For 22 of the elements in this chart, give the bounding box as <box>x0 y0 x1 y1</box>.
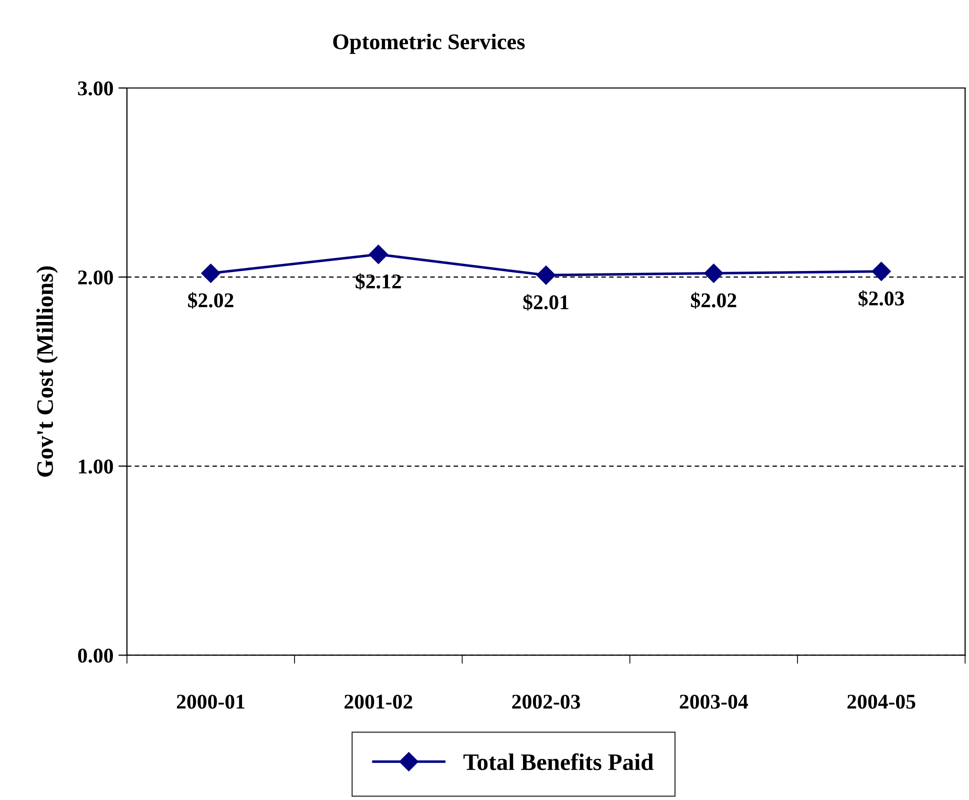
data-label: $2.02 <box>690 292 736 309</box>
y-tick-label: 1.00 <box>78 460 113 474</box>
y-tick-label: 2.00 <box>78 270 113 285</box>
data-label: $2.12 <box>356 273 401 290</box>
legend-label: Total Benefits Paid <box>463 753 654 770</box>
x-tick-label: 2001-02 <box>344 694 412 709</box>
data-label: $2.02 <box>188 292 234 309</box>
x-tick-label: 2003-04 <box>680 694 748 709</box>
y-axis-title: Gov't Cost (Millions) <box>36 266 58 477</box>
y-tick-label: 0.00 <box>78 648 113 663</box>
chart-title: Optometric Services <box>333 34 525 54</box>
point <box>872 262 891 281</box>
point <box>368 244 388 264</box>
data-label: $2.01 <box>523 294 568 311</box>
data-label: $2.03 <box>858 290 904 307</box>
x-tick-label: 2002-03 <box>512 694 580 709</box>
point <box>704 264 724 283</box>
y-tick-label: 3.00 <box>78 81 113 96</box>
x-tick-label: 2000-01 <box>176 694 244 709</box>
point <box>201 264 220 283</box>
x-tick-label: 2004-05 <box>847 694 916 709</box>
point <box>536 266 556 285</box>
